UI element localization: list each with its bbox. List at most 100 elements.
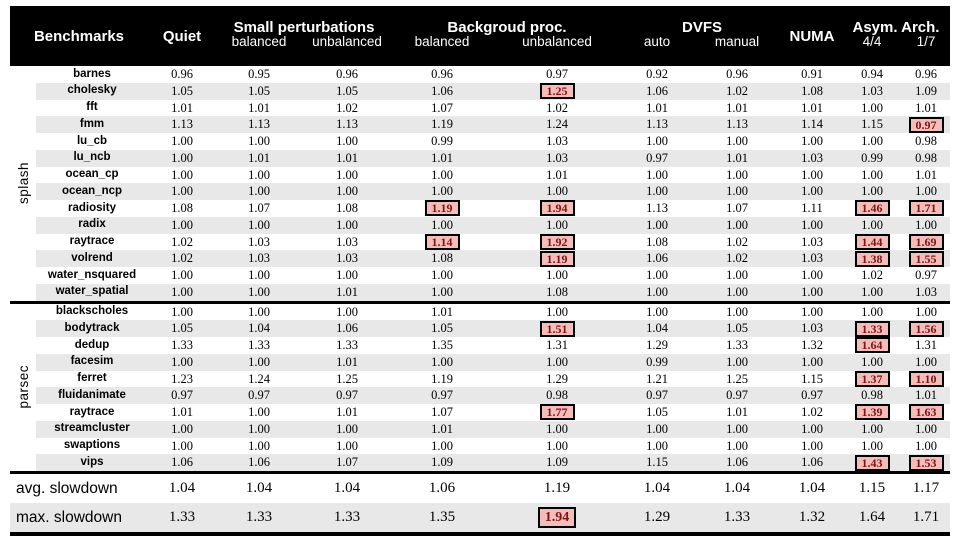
value-cell: 1.39 bbox=[842, 404, 902, 421]
value-cell: 1.00 bbox=[801, 217, 823, 232]
value-cell: 1.00 bbox=[431, 354, 453, 369]
group-label-parsec: parsec bbox=[10, 303, 36, 471]
value-cell: 1.03 bbox=[801, 321, 823, 336]
value-cell: 1.01 bbox=[431, 150, 453, 165]
subheader-dvfs-manual: manual bbox=[714, 34, 760, 49]
value-cell: 1.25 bbox=[336, 371, 358, 386]
value-cell: 1.13 bbox=[726, 117, 748, 132]
value-cell: 1.03 bbox=[248, 251, 270, 266]
value-cell: 1.00 bbox=[248, 268, 270, 283]
value-cell: 1.00 bbox=[915, 421, 937, 436]
value-cell: 1.00 bbox=[171, 354, 193, 369]
benchmark-name: ferret bbox=[77, 372, 107, 385]
highlighted-value: 1.33 bbox=[854, 320, 890, 337]
value-cell: 0.98 bbox=[546, 388, 568, 403]
benchmark-name: lu_cb bbox=[76, 134, 108, 147]
summary-label: max. slowdown bbox=[16, 508, 122, 526]
value-cell: 1.35 bbox=[431, 338, 453, 353]
value-cell: 1.01 bbox=[801, 100, 823, 115]
benchmark-name: streamcluster bbox=[54, 422, 130, 435]
table-row: swaptions 1.00 1.00 1.00 1.00 1.00 1.00 1.00 1.0… bbox=[36, 438, 950, 455]
value-cell: 1.00 bbox=[248, 405, 270, 420]
column-header-dvfs: DVFS bbox=[681, 19, 722, 36]
highlighted-value: 1.10 bbox=[908, 370, 944, 387]
value-cell: 1.06 bbox=[171, 455, 193, 470]
value-cell: 1.08 bbox=[546, 284, 568, 299]
value-cell: 1.00 bbox=[171, 217, 193, 232]
value-cell: 1.01 bbox=[336, 150, 358, 165]
value-cell: 1.37 bbox=[842, 370, 902, 387]
value-cell: 1.43 bbox=[842, 454, 902, 471]
subheader-sp-balanced: balanced bbox=[231, 34, 287, 49]
value-cell: 1.00 bbox=[248, 134, 270, 149]
benchmark-name: blackscholes bbox=[55, 305, 129, 318]
value-cell: 1.01 bbox=[915, 100, 937, 115]
value-cell: 1.00 bbox=[646, 134, 668, 149]
highlighted-value: 1.77 bbox=[539, 404, 575, 421]
value-cell: 1.63 bbox=[902, 404, 950, 421]
value-cell: 1.05 bbox=[431, 321, 453, 336]
value-cell: 1.07 bbox=[248, 201, 270, 216]
value-cell: 1.33 bbox=[245, 509, 273, 525]
value-cell: 1.31 bbox=[546, 338, 568, 353]
value-cell: 1.71 bbox=[902, 200, 950, 217]
highlighted-value: 1.39 bbox=[854, 404, 890, 421]
value-cell: 1.00 bbox=[646, 438, 668, 453]
group-label-text: parsec bbox=[15, 365, 31, 410]
value-cell: 1.00 bbox=[861, 284, 883, 299]
benchmark-name: swaptions bbox=[63, 439, 121, 452]
table-row: cholesky 1.05 1.05 1.05 1.06 1.25 1.06 1.02 1.08… bbox=[36, 82, 950, 100]
value-cell: 1.00 bbox=[171, 421, 193, 436]
highlighted-value: 1.94 bbox=[539, 200, 575, 217]
value-cell: 1.06 bbox=[428, 480, 456, 496]
value-cell: 1.00 bbox=[726, 354, 748, 369]
value-cell: 1.00 bbox=[431, 167, 453, 182]
value-cell: 1.03 bbox=[546, 150, 568, 165]
group-rows: barnes 0.96 0.95 0.96 0.96 0.97 0.92 0.96 0.91 0.… bbox=[36, 66, 950, 301]
value-cell: 1.00 bbox=[646, 421, 668, 436]
benchmark-name: raytrace bbox=[69, 235, 115, 248]
value-cell: 1.14 bbox=[801, 117, 823, 132]
value-cell: 0.97 bbox=[546, 67, 568, 82]
value-cell: 1.00 bbox=[915, 217, 937, 232]
value-cell: 1.33 bbox=[333, 509, 361, 525]
column-header-benchmarks: Benchmarks bbox=[33, 27, 125, 45]
table-row: radix 1.00 1.00 1.00 1.00 1.00 1.00 1.00 1.00 1.0… bbox=[36, 216, 950, 234]
value-cell: 1.00 bbox=[801, 134, 823, 149]
table-row: fluidanimate 0.97 0.97 0.97 0.97 0.98 0.97 0.97… bbox=[36, 387, 950, 404]
value-cell: 1.00 bbox=[336, 134, 358, 149]
value-cell: 1.33 bbox=[842, 320, 902, 337]
value-cell: 0.99 bbox=[431, 134, 453, 149]
value-cell: 1.15 bbox=[858, 480, 886, 496]
highlighted-value: 1.19 bbox=[424, 200, 460, 217]
value-cell: 1.05 bbox=[171, 321, 193, 336]
table-row: facesim 1.00 1.00 1.01 1.00 1.00 0.99 1.00 1.00 1… bbox=[36, 353, 950, 371]
value-cell: 1.00 bbox=[546, 268, 568, 283]
value-cell: 0.99 bbox=[861, 150, 883, 165]
table-row: streamcluster 1.00 1.00 1.00 1.01 1.00 1.00 1.0… bbox=[36, 420, 950, 438]
highlighted-value: 0.97 bbox=[908, 116, 944, 133]
value-cell: 1.07 bbox=[336, 455, 358, 470]
value-cell: 0.96 bbox=[915, 67, 937, 82]
highlighted-value: 1.55 bbox=[908, 250, 944, 267]
table-row: blackscholes 1.00 1.00 1.00 1.01 1.00 1.00 1.00… bbox=[36, 304, 950, 321]
value-cell: 0.97 bbox=[646, 388, 668, 403]
value-cell: 1.00 bbox=[431, 184, 453, 199]
value-cell: 1.00 bbox=[801, 184, 823, 199]
highlighted-value: 1.43 bbox=[854, 454, 890, 471]
value-cell: 1.00 bbox=[336, 304, 358, 319]
value-cell: 1.08 bbox=[171, 201, 193, 216]
value-cell: 0.98 bbox=[915, 134, 937, 149]
value-cell: 1.00 bbox=[646, 167, 668, 182]
value-cell: 1.01 bbox=[336, 354, 358, 369]
value-cell: 1.35 bbox=[428, 509, 456, 525]
value-cell: 1.13 bbox=[336, 117, 358, 132]
value-cell: 1.44 bbox=[842, 233, 902, 250]
value-cell: 1.01 bbox=[248, 150, 270, 165]
table-row: raytrace 1.01 1.00 1.01 1.07 1.77 1.05 1.01 1.02… bbox=[36, 404, 950, 421]
value-cell: 1.03 bbox=[248, 234, 270, 249]
value-cell: 0.91 bbox=[801, 67, 823, 82]
value-cell: 1.07 bbox=[726, 201, 748, 216]
summary-label: avg. slowdown bbox=[16, 479, 118, 497]
benchmark-name: facesim bbox=[70, 355, 114, 368]
